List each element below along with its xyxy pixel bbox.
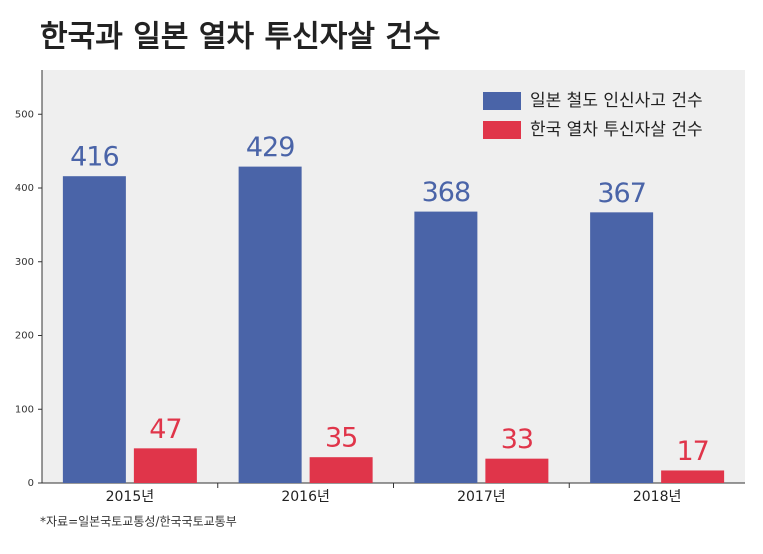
- x-tick-label: 2015년: [106, 489, 155, 505]
- bar: [309, 457, 373, 483]
- legend-label: 일본 철도 인신사고 건수: [530, 91, 703, 111]
- bar: [590, 212, 654, 483]
- y-tick-label: 300: [15, 257, 34, 268]
- value-label: 17: [676, 436, 708, 467]
- bar: [661, 470, 725, 483]
- bar: [62, 176, 126, 483]
- bar: [414, 211, 478, 483]
- y-tick-label: 400: [15, 183, 34, 194]
- chart-title: 한국과 일본 열차 투신자살 건수: [40, 20, 441, 55]
- legend-swatch: [483, 92, 521, 110]
- value-label: 47: [149, 414, 181, 445]
- value-label: 33: [501, 424, 533, 455]
- legend-swatch: [483, 121, 521, 139]
- value-label: 367: [597, 178, 646, 209]
- x-tick-label: 2017년: [457, 489, 506, 505]
- bar: [485, 458, 549, 483]
- bar: [238, 166, 302, 484]
- y-tick-label: 0: [28, 478, 34, 489]
- y-tick-label: 200: [15, 331, 34, 342]
- x-tick-label: 2016년: [281, 489, 330, 505]
- y-tick-label: 100: [15, 404, 34, 415]
- legend-label: 한국 열차 투신자살 건수: [530, 120, 703, 140]
- value-label: 35: [325, 423, 357, 454]
- source-note: *자료=일본국토교통성/한국국토교통부: [40, 515, 237, 529]
- x-tick-label: 2018년: [633, 489, 682, 505]
- value-label: 429: [246, 132, 295, 163]
- value-label: 416: [70, 142, 119, 173]
- y-tick-label: 500: [15, 109, 34, 120]
- value-label: 368: [422, 177, 471, 208]
- bar: [133, 448, 197, 483]
